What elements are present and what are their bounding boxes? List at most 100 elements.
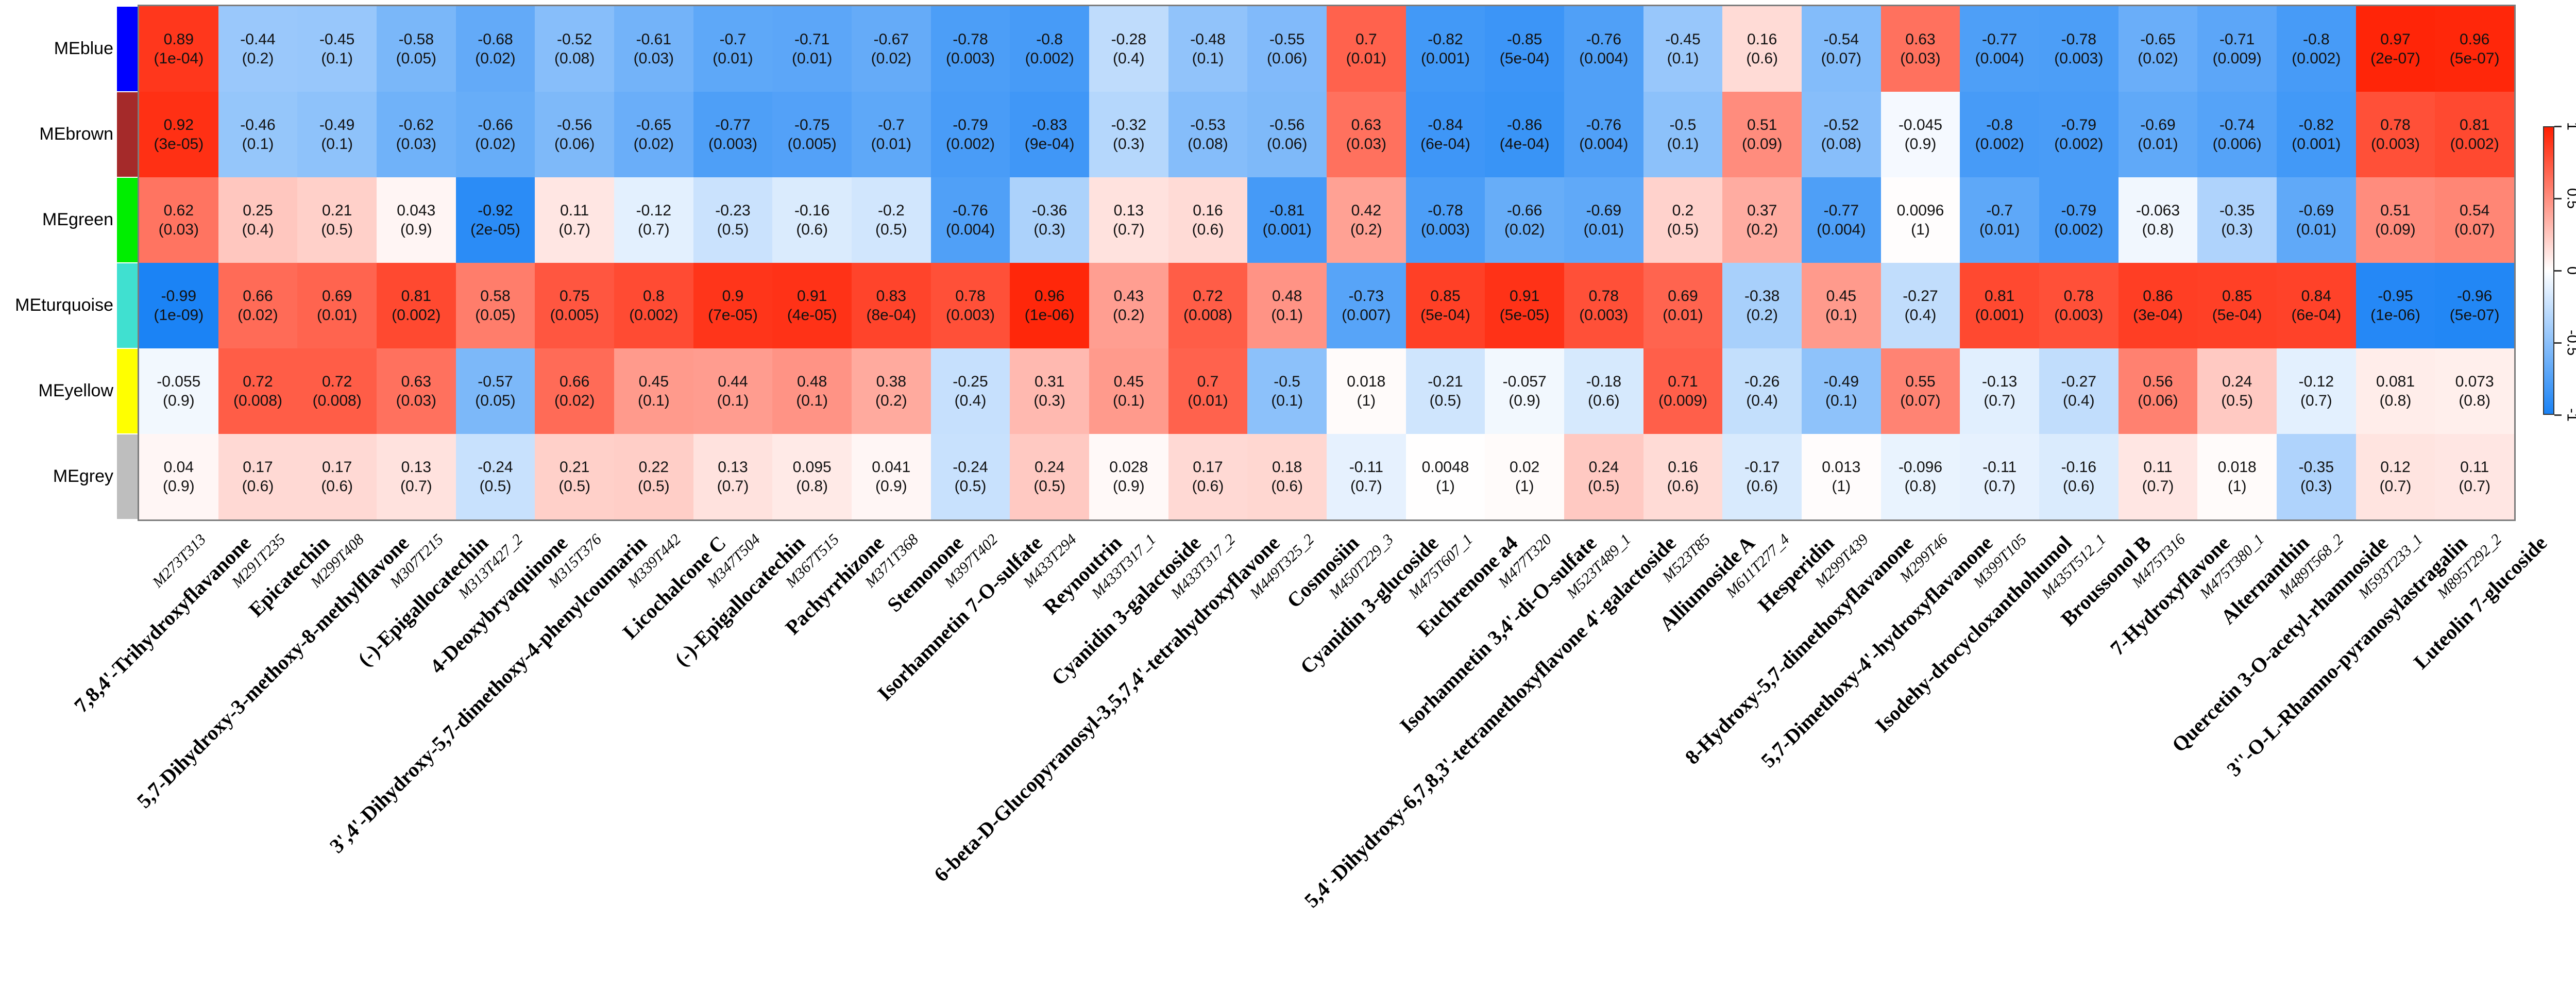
cell-pvalue: (5e-04)	[1499, 50, 1550, 67]
cell-correlation: -0.16	[2061, 459, 2097, 476]
cell-correlation: -0.52	[556, 31, 592, 48]
cell-correlation: 0.24	[2222, 373, 2252, 390]
cell-correlation: -0.24	[478, 459, 513, 476]
cell-pvalue: (0.003)	[2054, 50, 2104, 67]
heatmap-cell: 0.58 (0.05)	[455, 263, 535, 348]
heatmap-cell: -0.67 (0.02)	[852, 6, 931, 92]
heatmap-cell: 0.51 (0.09)	[2355, 177, 2435, 263]
heatmap-cell: -0.78 (0.003)	[1405, 177, 1485, 263]
cell-correlation: 0.018	[1347, 373, 1386, 390]
cell-pvalue: (0.003)	[2054, 307, 2104, 324]
heatmap-cell: 0.75 (0.005)	[535, 263, 614, 348]
heatmap-cell: -0.65 (0.02)	[2118, 6, 2198, 92]
heatmap-cell: 0.11 (0.7)	[2118, 434, 2198, 519]
cell-pvalue: (0.002)	[2054, 221, 2104, 238]
cell-correlation: -0.95	[2378, 288, 2413, 305]
cell-correlation: 0.63	[1351, 116, 1382, 133]
cell-correlation: -0.8	[2302, 31, 2330, 48]
heatmap-cell: -0.61 (0.03)	[614, 6, 693, 92]
cell-correlation: -0.69	[2298, 202, 2334, 219]
cell-pvalue: (0.6)	[1746, 478, 1778, 495]
heatmap-cell: 0.96 (5e-07)	[2435, 6, 2514, 92]
cell-pvalue: (0.02)	[475, 136, 516, 153]
cell-pvalue: (0.5)	[1429, 392, 1462, 409]
cell-correlation: -0.76	[1586, 116, 1622, 133]
cell-pvalue: (0.01)	[2138, 136, 2178, 153]
cell-correlation: 0.81	[2459, 116, 2490, 133]
cell-correlation: 0.75	[559, 288, 590, 305]
cell-correlation: -0.045	[1898, 116, 1943, 133]
cell-correlation: -0.58	[398, 31, 434, 48]
cell-pvalue: (0.002)	[945, 136, 995, 153]
cell-correlation: -0.57	[478, 373, 513, 390]
heatmap-cell: -0.52 (0.08)	[1802, 92, 1881, 177]
heatmap-cell: 0.13 (0.7)	[693, 434, 773, 519]
cell-correlation: 0.48	[796, 373, 827, 390]
cell-correlation: -0.84	[1428, 116, 1463, 133]
heatmap-cell: 0.041 (0.9)	[852, 434, 931, 519]
cell-correlation: 0.78	[2380, 116, 2411, 133]
heatmap-cell: 0.17 (0.6)	[297, 434, 377, 519]
heatmap-cell: 0.24 (0.5)	[2197, 348, 2277, 434]
cell-pvalue: (0.5)	[558, 478, 590, 495]
cell-correlation: 0.22	[638, 459, 669, 476]
cell-correlation: 0.16	[1193, 202, 1223, 219]
cell-pvalue: (0.7)	[717, 478, 749, 495]
cell-correlation: -0.77	[715, 116, 751, 133]
cell-correlation: 0.24	[1034, 459, 1065, 476]
heatmap-cell: 0.89 (1e-04)	[139, 6, 218, 92]
cell-pvalue: (1e-04)	[154, 50, 204, 67]
heatmap-cell: 0.081 (0.8)	[2355, 348, 2435, 434]
cell-pvalue: (0.7)	[2379, 478, 2412, 495]
heatmap-cell: -0.16 (0.6)	[2039, 434, 2119, 519]
cell-correlation: 0.45	[1113, 373, 1144, 390]
column-name-label: 7,8,4'-Trihydroxyflavanone	[69, 531, 256, 717]
cell-correlation: -0.65	[636, 116, 672, 133]
cell-correlation: 0.37	[1747, 202, 1777, 219]
cell-pvalue: (0.01)	[871, 136, 912, 153]
cell-pvalue: (0.008)	[233, 392, 283, 409]
heatmap-cell: 0.018 (1)	[2197, 434, 2277, 519]
heatmap-cell: -0.99 (1e-09)	[139, 263, 218, 348]
cell-correlation: -0.25	[953, 373, 988, 390]
cell-correlation: 0.13	[401, 459, 432, 476]
heatmap-cell: 0.72 (0.008)	[1168, 263, 1248, 348]
cell-pvalue: (0.01)	[713, 50, 753, 67]
cell-pvalue: (0.02)	[633, 136, 674, 153]
heatmap-cell: -0.95 (1e-06)	[2355, 263, 2435, 348]
cell-correlation: 0.85	[1430, 288, 1461, 305]
heatmap-cell: -0.76 (0.004)	[1564, 92, 1643, 177]
cell-pvalue: (0.8)	[796, 478, 828, 495]
cell-pvalue: (0.01)	[2296, 221, 2337, 238]
cell-pvalue: (0.9)	[400, 221, 432, 238]
colorbar-tick	[2554, 342, 2562, 344]
heatmap-cell: -0.45 (0.1)	[297, 6, 377, 92]
cell-correlation: 0.96	[2459, 31, 2490, 48]
cell-pvalue: (6e-04)	[2291, 307, 2342, 324]
heatmap-cell: -0.35 (0.3)	[2277, 434, 2356, 519]
cell-pvalue: (0.1)	[1112, 392, 1145, 409]
cell-pvalue: (0.7)	[637, 221, 670, 238]
heatmap-cell: 0.78 (0.003)	[1564, 263, 1643, 348]
heatmap-cell: -0.76 (0.004)	[1564, 6, 1643, 92]
cell-pvalue: (0.002)	[1025, 50, 1074, 67]
cell-pvalue: (0.08)	[1821, 136, 1862, 153]
heatmap-cell: -0.44 (0.2)	[218, 6, 298, 92]
cell-pvalue: (0.1)	[1667, 50, 1699, 67]
cell-correlation: -0.77	[1981, 31, 2018, 48]
colorbar-tick	[2554, 414, 2562, 416]
cell-correlation: 0.13	[718, 459, 748, 476]
cell-pvalue: (5e-07)	[2449, 50, 2500, 67]
colorbar-tick	[2554, 126, 2562, 127]
cell-pvalue: (0.003)	[1420, 221, 1470, 238]
heatmap-cell: -0.36 (0.3)	[1010, 177, 1089, 263]
cell-correlation: -0.69	[1586, 202, 1622, 219]
cell-correlation: 0.04	[163, 459, 194, 476]
heatmap-cell: 0.028 (0.9)	[1089, 434, 1168, 519]
cell-correlation: -0.12	[636, 202, 672, 219]
cell-pvalue: (1)	[1436, 478, 1455, 495]
cell-pvalue: (0.7)	[400, 478, 432, 495]
heatmap-cell: -0.7 (0.01)	[693, 6, 773, 92]
cell-pvalue: (0.5)	[1033, 478, 1065, 495]
cell-pvalue: (0.003)	[945, 307, 995, 324]
